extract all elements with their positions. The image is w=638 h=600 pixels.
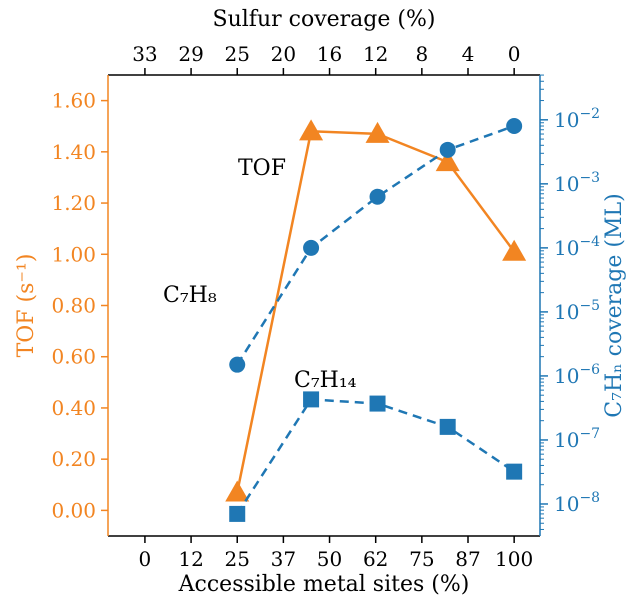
x-axis-title: Accessible metal sites (%) <box>178 572 470 597</box>
series-point-square <box>369 395 386 412</box>
series-line-circle <box>236 124 515 366</box>
right-tick-label: 10−5 <box>554 298 600 324</box>
x-tick-label: 12 <box>178 547 203 571</box>
top-tick-label: 33 <box>132 42 157 66</box>
x-tick-label: 50 <box>317 547 342 571</box>
ticks-layer: 0 12 25 37 50 62 75 87 100 33 29 25 20 16 12 8 4 0 0.00 0.2… <box>51 42 600 571</box>
series-point-triangle <box>502 239 527 261</box>
top-tick-label: 16 <box>317 42 342 66</box>
top-tick-label: 20 <box>271 42 296 66</box>
series-point-triangle <box>435 150 460 172</box>
right-tick-label: 10−3 <box>554 170 600 196</box>
series-point-square <box>229 505 246 522</box>
series-point-circle <box>439 141 456 158</box>
right-tick-label: 10−8 <box>554 490 600 516</box>
right-axis-title: C₇Hₙ coverage (ML) <box>602 193 627 417</box>
series-point-square <box>439 418 456 435</box>
x-tick-label: 0 <box>139 547 152 571</box>
top-tick-label: 8 <box>415 42 428 66</box>
right-tick-label: 10−7 <box>554 426 600 452</box>
left-tick-label: 0.80 <box>51 294 96 318</box>
series-line-triangle <box>235 130 516 493</box>
left-tick-label: 0.40 <box>51 396 96 420</box>
series-layer <box>225 118 527 522</box>
left-tick-label: 1.20 <box>51 191 96 215</box>
top-tick-label: 29 <box>178 42 203 66</box>
series-point-circle <box>369 188 386 205</box>
left-tick-label: 1.40 <box>51 140 96 164</box>
x-tick-label: 25 <box>225 547 250 571</box>
top-tick-label: 4 <box>462 42 475 66</box>
annotation-c7h14: C₇H₁₄ <box>294 368 357 393</box>
series-line-square <box>236 398 515 515</box>
right-tick-label: 10−6 <box>554 362 600 388</box>
x-tick-label: 87 <box>455 547 480 571</box>
series-point-circle <box>229 356 246 373</box>
left-tick-label: 0.00 <box>51 498 96 522</box>
x-tick-label: 75 <box>409 547 434 571</box>
top-tick-label: 12 <box>363 42 388 66</box>
left-axis-title: TOF (s⁻¹) <box>14 254 39 358</box>
series-point-square <box>303 391 320 408</box>
x-tick-label: 37 <box>271 547 296 571</box>
left-tick-label: 1.00 <box>51 242 96 266</box>
left-tick-label: 0.20 <box>51 447 96 471</box>
top-axis-title: Sulfur coverage (%) <box>213 7 436 32</box>
right-tick-label: 10−4 <box>554 234 600 260</box>
right-tick-label: 10−2 <box>554 106 600 132</box>
left-tick-label: 0.60 <box>51 345 96 369</box>
series-point-circle <box>303 239 320 256</box>
series-point-square <box>506 463 523 480</box>
annotation-tof: TOF <box>238 156 286 181</box>
left-tick-label: 1.60 <box>51 89 96 113</box>
top-tick-label: 25 <box>225 42 250 66</box>
series-point-triangle <box>365 121 390 143</box>
series-point-triangle <box>225 480 250 502</box>
top-tick-label: 0 <box>508 42 521 66</box>
x-tick-label: 62 <box>363 547 388 571</box>
series-point-triangle <box>299 119 324 141</box>
x-tick-label: 100 <box>495 547 533 571</box>
annotation-c7h8: C₇H₈ <box>163 283 217 308</box>
series-point-circle <box>506 118 523 135</box>
